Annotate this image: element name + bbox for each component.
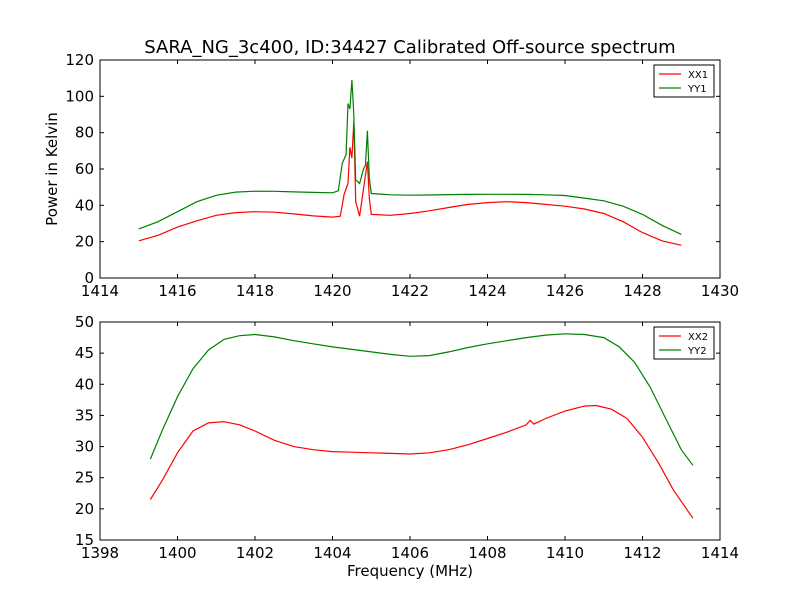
x-axis-label: Frequency (MHz): [347, 562, 473, 580]
top-spectrum-plot: 1414 1416 1418 1420 1422 1424 1426 1428 1430 0 20 4…: [43, 51, 739, 300]
y-tick-label: 60: [75, 160, 94, 178]
x-tick-label: 1420: [313, 282, 351, 300]
x-tick-label: 1414: [81, 282, 119, 300]
plot-frame: [99, 59, 721, 279]
series-line-xx1: [138, 121, 682, 246]
y-tick-label: 120: [65, 51, 94, 69]
y-tick-label: 100: [65, 87, 94, 105]
x-tick-label: 1406: [391, 544, 429, 562]
y-tick-label: 35: [75, 406, 94, 424]
y-axis-label: Power in Kelvin: [43, 112, 61, 226]
legend-box: [653, 326, 715, 360]
y-tick-label: 40: [75, 375, 94, 393]
series-line-xx2: [149, 404, 694, 519]
y-tick-label: 0: [84, 269, 94, 287]
y-tick-label: 20: [75, 500, 94, 518]
figure-title: SARA_NG_3c400, ID:34427 Calibrated Off-s…: [144, 37, 675, 58]
x-tick-label: 1424: [468, 282, 506, 300]
x-tick-label: 1414: [701, 544, 739, 562]
y-tick-label: 45: [75, 344, 94, 362]
series-line-yy2: [149, 333, 694, 466]
legend-box: [653, 64, 715, 98]
legend-label-xx2: XX2: [688, 332, 708, 343]
x-tick-label: 1430: [701, 282, 739, 300]
y-tick-label: 80: [75, 124, 94, 142]
y-tick-label: 15: [75, 531, 94, 549]
x-tick-label: 1428: [623, 282, 661, 300]
legend-label-yy1: YY1: [687, 84, 707, 95]
series-line-yy1: [138, 79, 682, 235]
y-tick-label: 50: [75, 313, 94, 331]
x-tick-label: 1408: [468, 544, 506, 562]
x-tick-label: 1418: [236, 282, 274, 300]
bottom-spectrum-plot: 1398 1400 1402 1404 1406 1408 1410 1412 1414 15 20…: [75, 313, 739, 580]
x-tick-label: 1416: [158, 282, 196, 300]
x-tick-label: 1404: [313, 544, 351, 562]
y-tick-label: 30: [75, 438, 94, 456]
x-tick-label: 1426: [546, 282, 584, 300]
x-tick-label: 1410: [546, 544, 584, 562]
y-tick-label: 25: [75, 469, 94, 487]
x-tick-label: 1402: [236, 544, 274, 562]
legend-label-yy2: YY2: [687, 346, 707, 357]
y-tick-label: 20: [75, 233, 94, 251]
x-tick-label: 1422: [391, 282, 429, 300]
y-tick-label: 40: [75, 196, 94, 214]
x-tick-label: 1398: [81, 544, 119, 562]
legend-label-xx1: XX1: [688, 70, 708, 81]
x-tick-label: 1400: [158, 544, 196, 562]
x-tick-label: 1412: [623, 544, 661, 562]
